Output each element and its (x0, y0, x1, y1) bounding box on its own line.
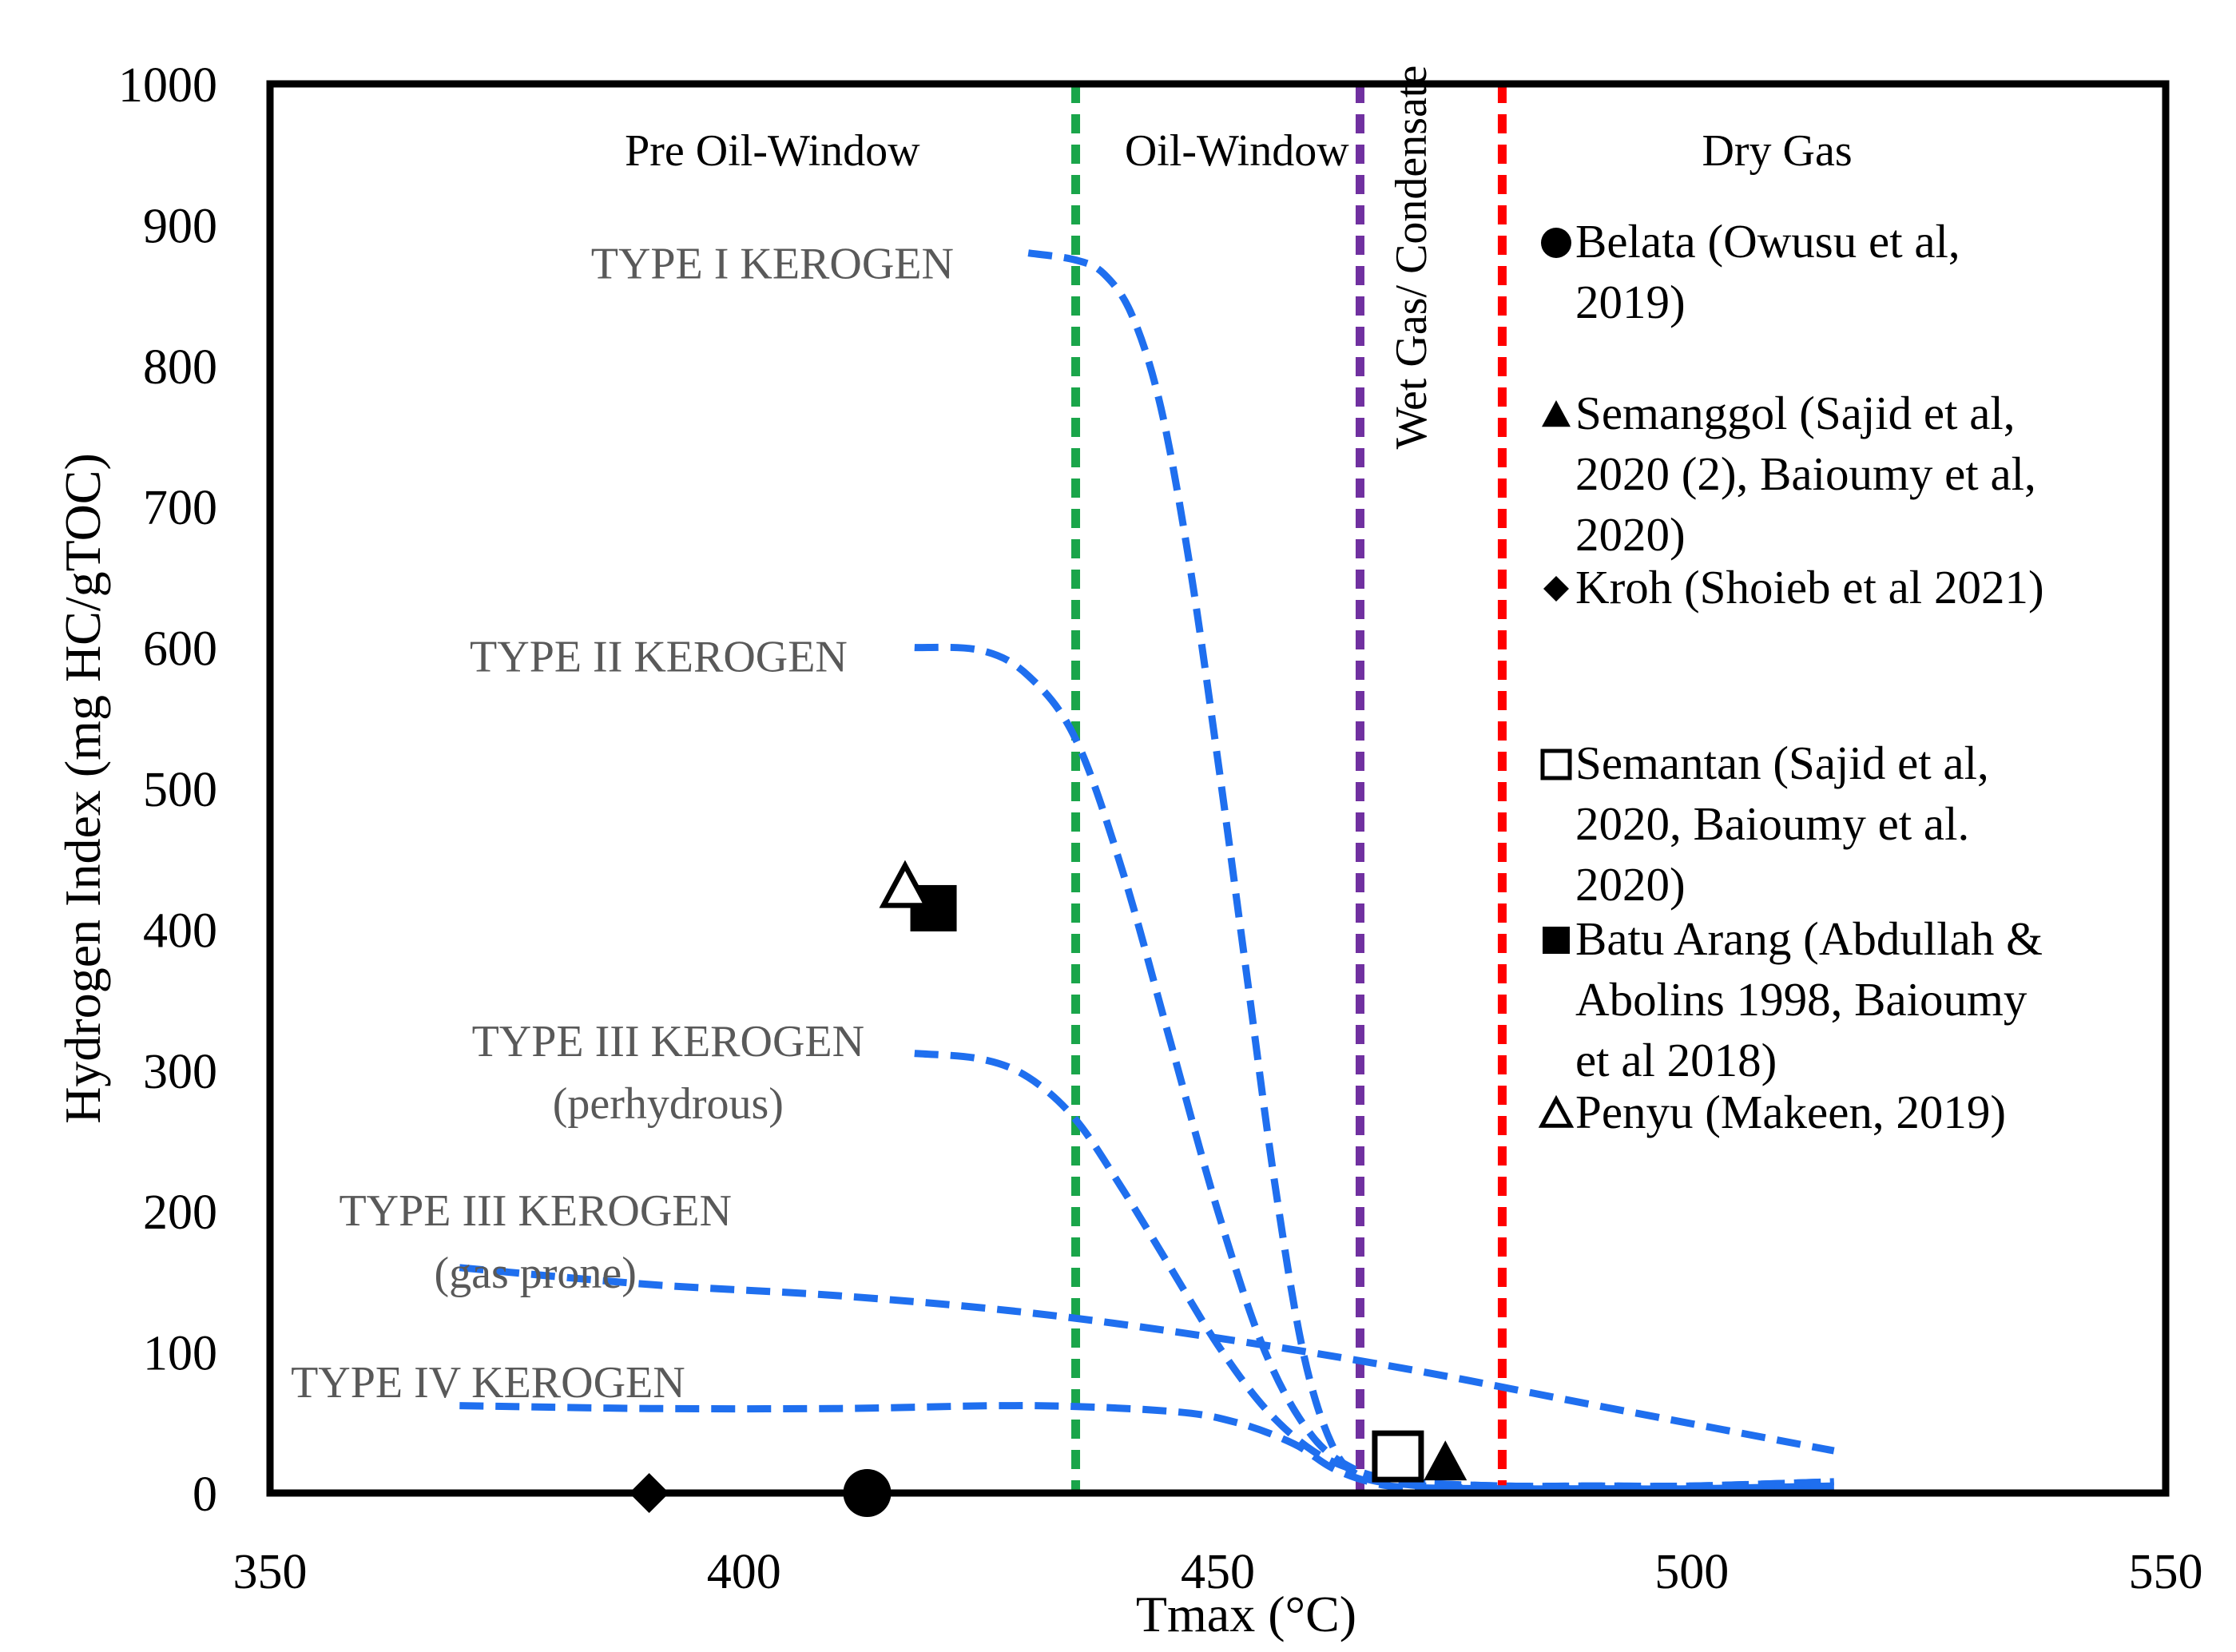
y-axis-ticks: 0 100 200 300 400 500 600 700 800 900 1000 (118, 58, 217, 1522)
curve-label: (gas prone) (434, 1249, 636, 1298)
legend-label: 2020, Baioumy et al. (1575, 797, 1969, 850)
legend-label: Batu Arang (Abdullah & (1575, 912, 2043, 965)
legend-marker-1 (1542, 400, 1571, 427)
boundary-lines (1071, 84, 1507, 1493)
y-axis-title: Hydrogen Index (mg HC/gTOC) (54, 453, 111, 1124)
y-tick-label: 0 (193, 1467, 217, 1522)
legend-label: et al 2018) (1575, 1034, 1777, 1086)
legend-marker-3 (1540, 749, 1572, 780)
zone-label-wet-gas: Wet Gas/ Condensate (1387, 66, 1436, 450)
y-tick-label: 800 (143, 340, 217, 395)
legend-label: Abolins 1998, Baioumy (1575, 973, 2027, 1026)
x-axis-title: Tmax (°C) (1136, 1586, 1356, 1642)
x-tick-label: 450 (1181, 1545, 1255, 1599)
y-tick-label: 500 (143, 763, 217, 817)
kerogen-curves (459, 249, 1835, 1493)
legend-marker-2 (1543, 576, 1569, 602)
x-tick-label: 400 (707, 1545, 781, 1599)
legend-label: Semantan (Sajid et al, (1575, 737, 1989, 789)
data-point-triangle (879, 860, 931, 908)
x-axis-ticks: 350 400 450 500 550 (233, 1545, 2203, 1599)
legend-label: 2020 (2), Baioumy et al, (1575, 447, 2036, 500)
y-tick-label: 1000 (118, 58, 217, 113)
curve-labels: TYPE I KEROGEN TYPE II KEROGEN TYPE III KE… (291, 239, 954, 1408)
legend-label: Penyu (Makeen, 2019) (1575, 1086, 2006, 1138)
zone-label: Dry Gas (1702, 126, 1852, 176)
y-tick-label: 400 (143, 903, 217, 958)
y-tick-label: 700 (143, 481, 217, 535)
kerogen-curve-4 (459, 1402, 1834, 1493)
kerogen-curve-1 (914, 643, 1834, 1491)
y-tick-label: 300 (143, 1045, 217, 1099)
data-point-triangle (1424, 1440, 1467, 1481)
legend-label: 2020) (1575, 508, 1686, 561)
legend-marker-0 (1541, 228, 1571, 258)
plot-frame (266, 80, 2170, 1497)
data-points (629, 860, 1467, 1517)
curve-label: TYPE II KEROGEN (470, 633, 848, 682)
legend-label: Belata (Owusu et al, (1575, 215, 1960, 268)
curve-label: TYPE I KEROGEN (591, 239, 954, 288)
curve-label: (perhydrous) (553, 1079, 784, 1129)
legend-label: 2019) (1575, 276, 1686, 328)
y-tick-label: 100 (143, 1327, 217, 1381)
curve-label: TYPE III KEROGEN (339, 1186, 731, 1236)
data-point-circle (843, 1469, 892, 1517)
data-point-square (1372, 1430, 1424, 1483)
y-tick-label: 900 (143, 199, 217, 253)
zone-label: Pre Oil-Window (625, 126, 920, 176)
legend-label: Semanggol (Sajid et al, (1575, 387, 2016, 439)
y-tick-label: 200 (143, 1185, 217, 1240)
legend: Belata (Owusu et al, 2019) Semanggol (Saji… (1538, 215, 2044, 1138)
legend-marker-5 (1538, 1094, 1575, 1128)
zone-labels: Pre Oil-Window Oil-Window Wet Gas/ Condens… (625, 66, 1853, 450)
zone-label: Oil-Window (1125, 126, 1349, 176)
x-tick-label: 550 (2129, 1545, 2203, 1599)
curve-label: TYPE IV KEROGEN (291, 1358, 685, 1408)
curve-label: TYPE III KEROGEN (472, 1017, 864, 1066)
x-tick-label: 350 (233, 1545, 308, 1599)
legend-marker-4 (1543, 927, 1570, 954)
data-point-diamond (629, 1473, 669, 1513)
x-tick-label: 500 (1654, 1545, 1729, 1599)
legend-label: Kroh (Shoieb et al 2021) (1575, 561, 2044, 614)
y-tick-label: 600 (143, 622, 217, 677)
legend-label: 2020) (1575, 858, 1686, 911)
kerogen-curve-3 (459, 1264, 1835, 1455)
